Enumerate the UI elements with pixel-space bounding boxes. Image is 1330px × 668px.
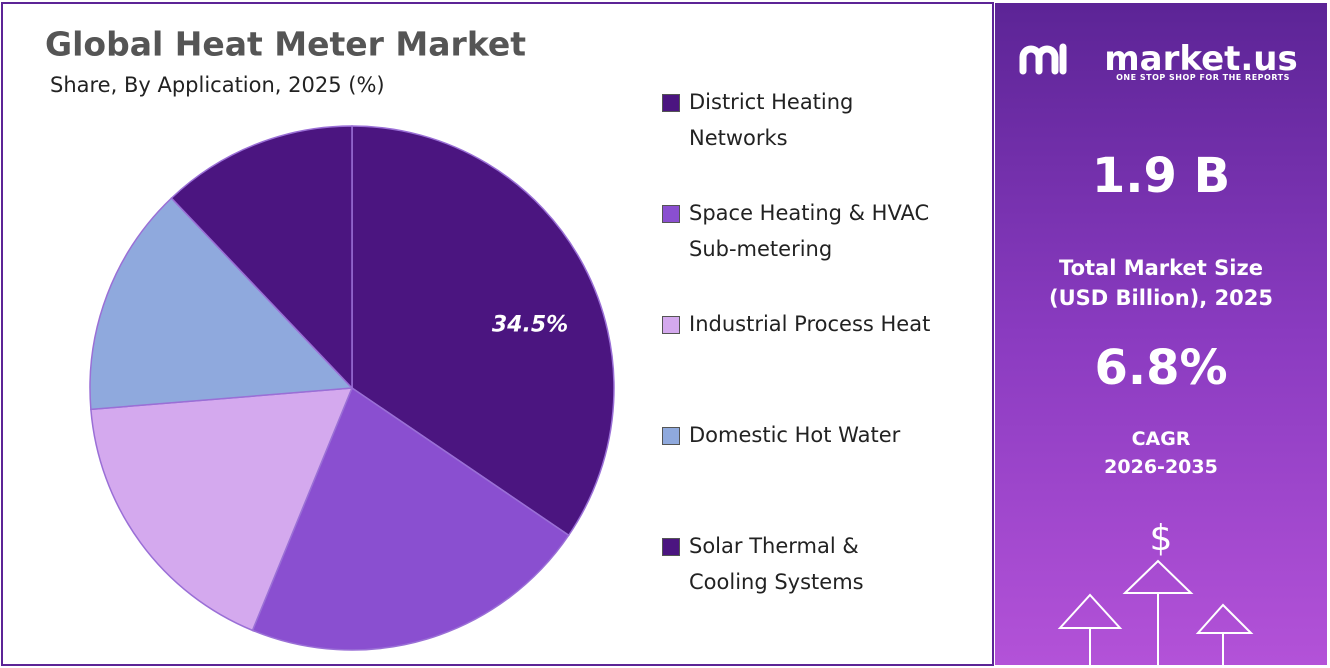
- market-size: 1.9 B: [1091, 148, 1231, 204]
- currency-symbol: $: [1149, 518, 1173, 559]
- legend-item: Space Heating & HVAC Sub-metering: [662, 195, 929, 267]
- legend-item: District Heating Networks: [662, 84, 853, 156]
- chart-title: Global Heat Meter Market: [45, 25, 526, 64]
- legend-swatch: [662, 205, 680, 223]
- arrows-icon: [1057, 559, 1254, 665]
- legend-label: Domestic Hot Water: [689, 423, 901, 447]
- legend-label: District Heating Networks: [689, 90, 854, 150]
- pie-slice: [351, 125, 615, 537]
- pie-slice: [89, 197, 354, 411]
- legend-label: Space Heating & HVAC Sub-metering: [689, 201, 930, 261]
- legend-swatch: [662, 427, 680, 445]
- frame: [1, 2, 994, 666]
- pie-slice: [90, 387, 354, 632]
- side-panel: market.us ONE STOP SHOP FOR THE REPORTS …: [995, 3, 1327, 665]
- panel-art: [1019, 43, 1254, 665]
- pie-slice: [251, 386, 570, 651]
- cagr-label: CAGR 2026-2035: [1104, 428, 1218, 478]
- chart: Global Heat Meter Market Share, By Appli…: [1, 2, 994, 666]
- legend-label: Industrial Process Heat: [689, 312, 931, 336]
- chart-subtitle: Share, By Application, 2025 (%): [50, 73, 385, 97]
- legend-swatch: [662, 94, 680, 112]
- legend-item: Solar Thermal & Cooling Systems: [662, 528, 864, 600]
- data-label: 34.5%: [492, 313, 568, 338]
- legend-item: Domestic Hot Water: [662, 417, 900, 453]
- legend-swatch: [662, 538, 680, 556]
- cagr: 6.8%: [1094, 340, 1228, 396]
- tagline: ONE STOP SHOP FOR THE REPORTS: [1116, 73, 1290, 82]
- market-size-label: Total Market Size (USD Billion), 2025: [1048, 256, 1274, 310]
- pie-slice: [170, 125, 353, 390]
- brand: market.us: [1104, 39, 1298, 79]
- legend-swatch: [662, 316, 680, 334]
- legend-label: Solar Thermal & Cooling Systems: [689, 534, 864, 594]
- legend-item: Industrial Process Heat: [662, 306, 930, 342]
- logo-icon: [1019, 43, 1067, 75]
